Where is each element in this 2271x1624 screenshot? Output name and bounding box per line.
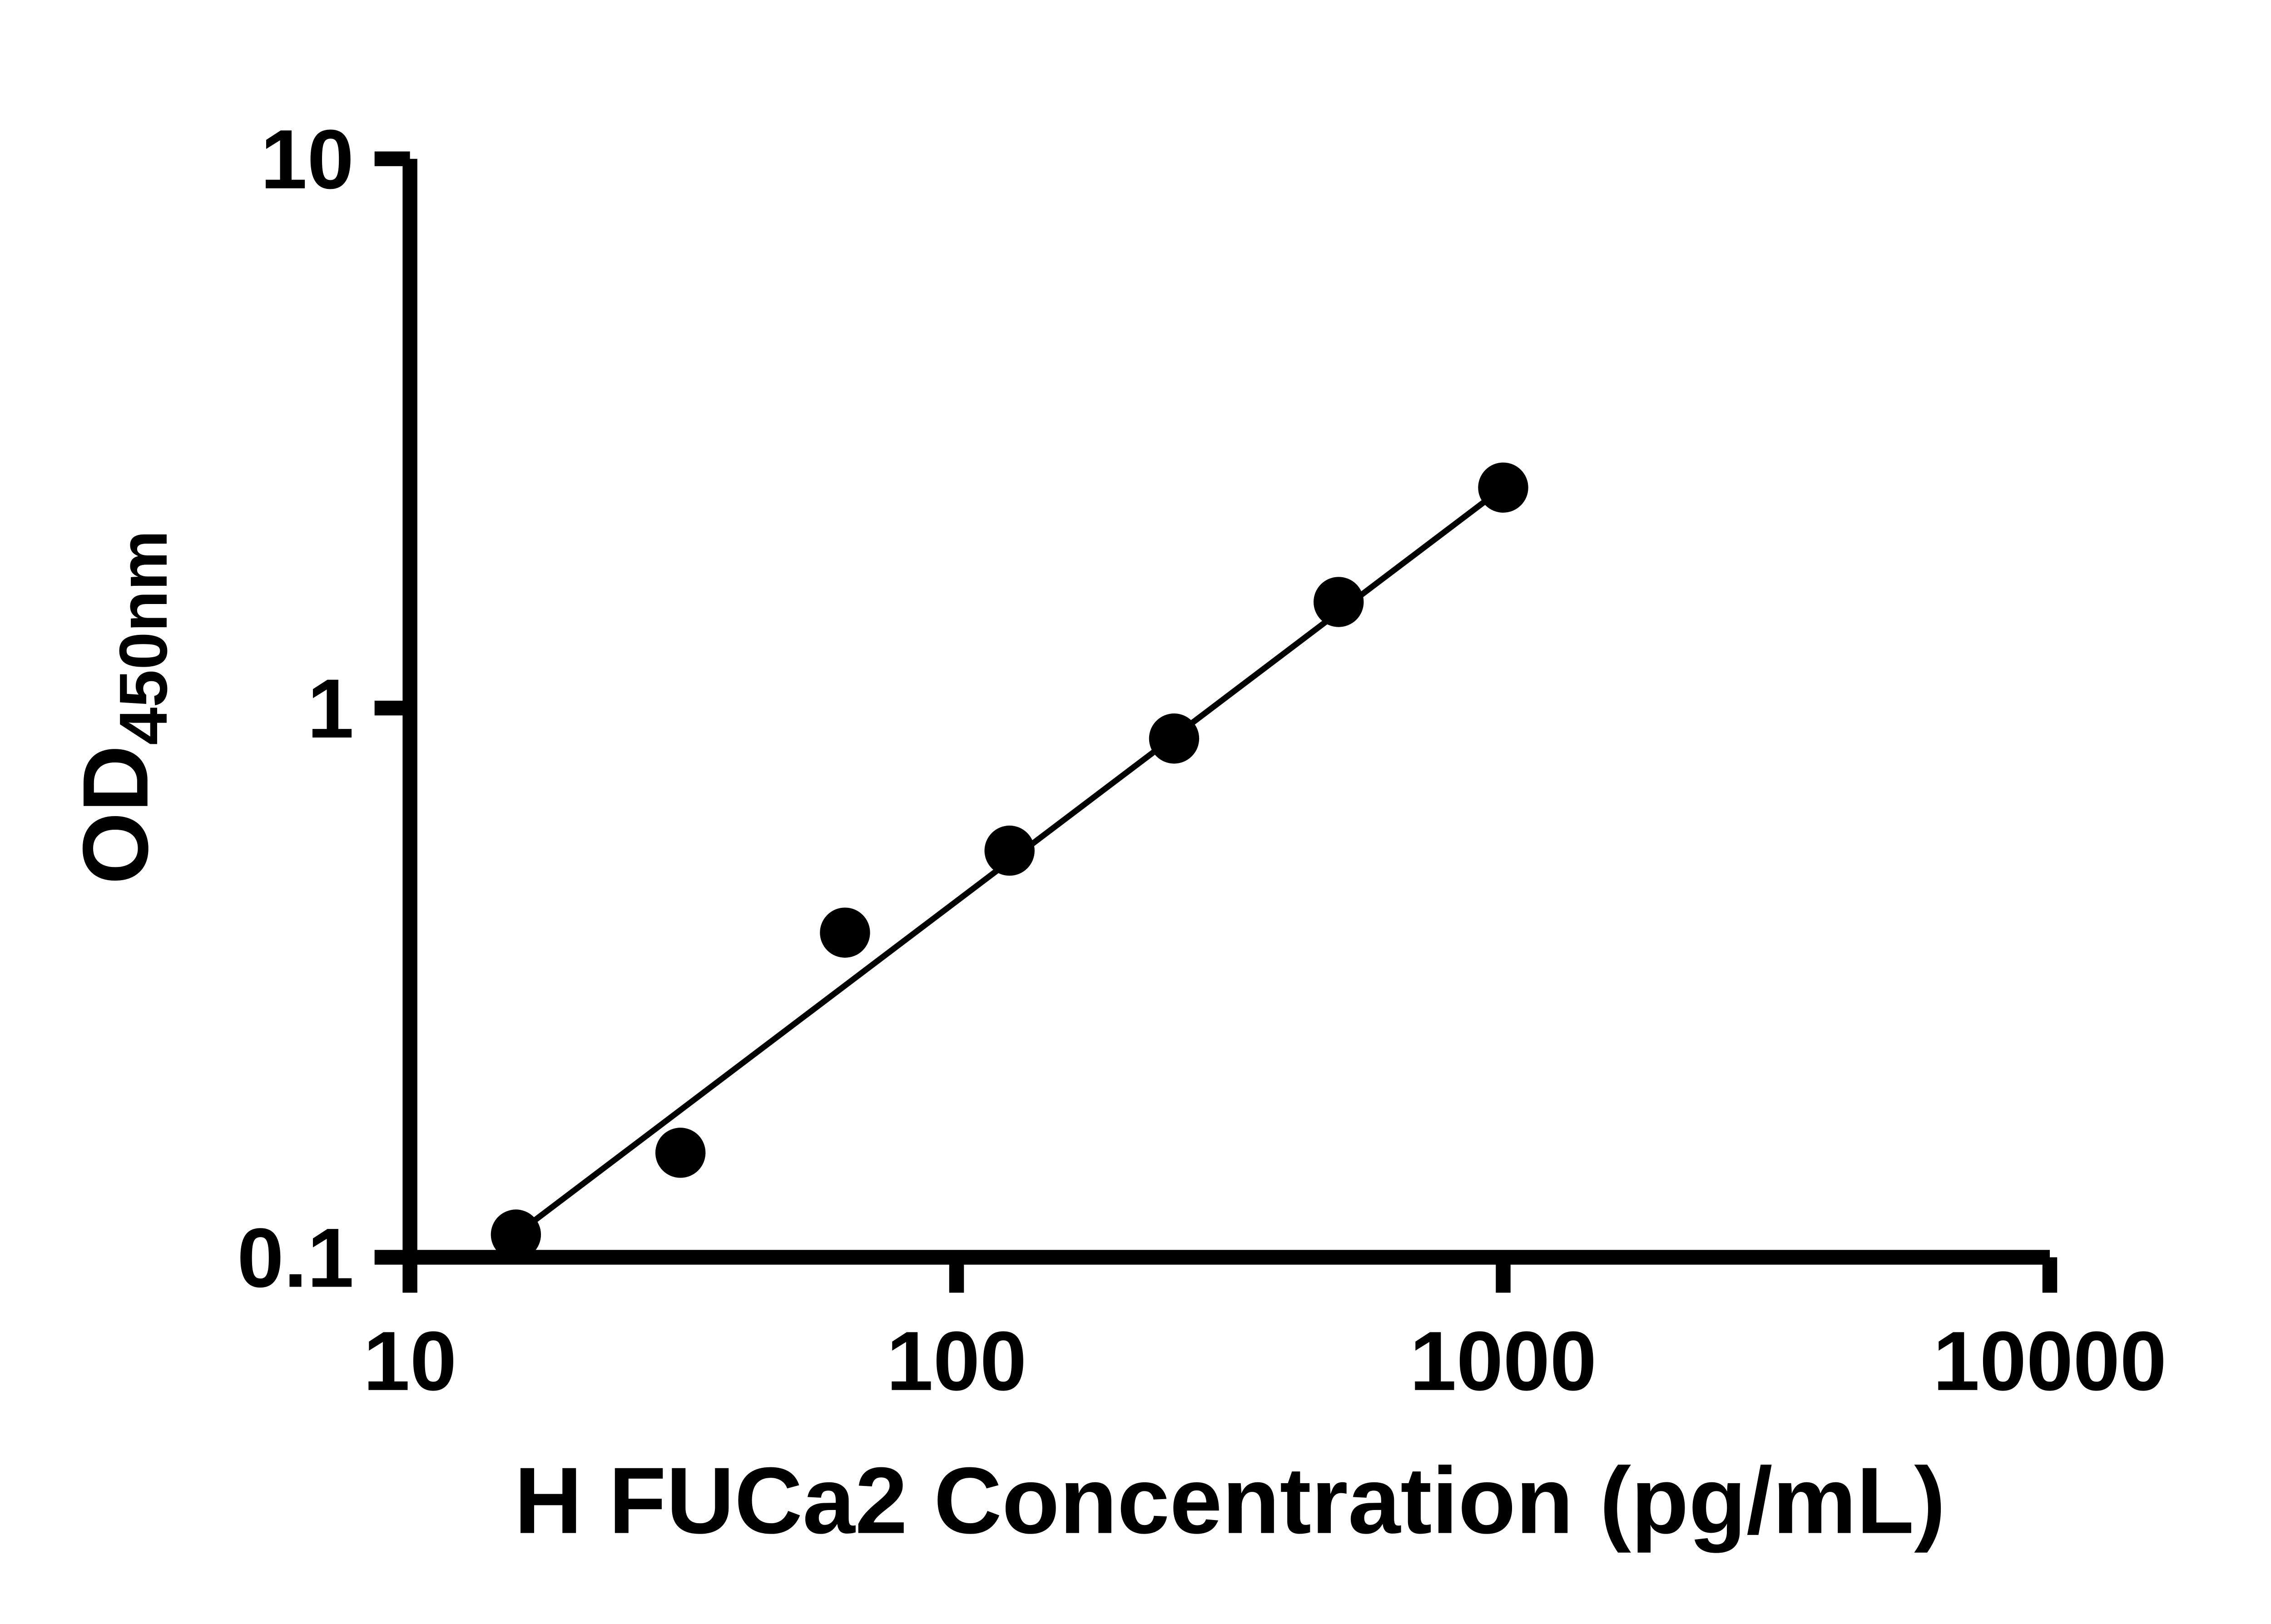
y-tick-label: 10: [260, 113, 354, 207]
data-point: [655, 1128, 706, 1178]
x-tick-label: 1000: [1410, 1314, 1597, 1408]
y-tick-label: 0.1: [237, 1211, 354, 1305]
data-point: [984, 825, 1035, 876]
y-axis-title-subscript: 450nm: [105, 530, 181, 745]
x-tick-label: 100: [887, 1314, 1027, 1408]
data-point: [491, 1209, 541, 1260]
data-point: [1478, 462, 1528, 513]
x-tick-label: 10: [363, 1314, 457, 1408]
plot-area: 10 100 1000 10000 0.1 1 10: [237, 113, 2167, 1408]
x-tick-label: 10000: [1933, 1314, 2167, 1408]
y-tick-label: 1: [307, 662, 354, 756]
data-point: [1149, 713, 1200, 764]
axis-lines: [402, 158, 2050, 1265]
x-axis-title: H FUCa2 Concentration (pg/mL): [514, 1448, 1945, 1554]
y-axis-title: OD450nm: [64, 530, 181, 884]
data-point: [1314, 577, 1364, 627]
data-point: [820, 907, 870, 958]
y-axis-title-main: OD: [64, 745, 168, 885]
